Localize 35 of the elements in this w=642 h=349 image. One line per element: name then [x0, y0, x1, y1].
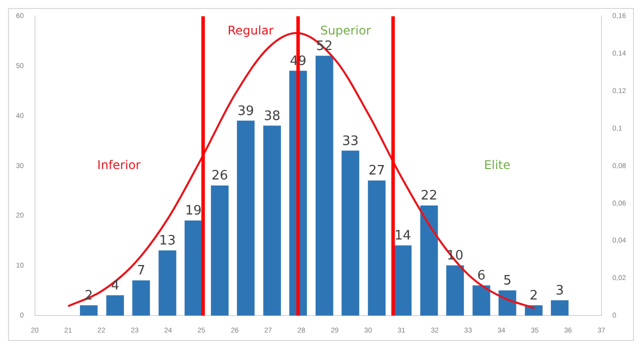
data-label: 6: [477, 268, 486, 284]
bar: [472, 285, 490, 316]
bar: [106, 295, 124, 316]
bar: [158, 250, 176, 316]
bar: [236, 120, 255, 316]
annotation: Inferior: [97, 158, 141, 172]
data-label: 38: [264, 108, 280, 124]
data-label: 39: [237, 104, 254, 119]
bar: [210, 186, 229, 316]
data-label: 2: [530, 288, 538, 304]
bar: [420, 205, 438, 316]
data-label: 13: [159, 234, 176, 249]
data-label: 7: [136, 264, 146, 279]
bar: [394, 245, 412, 316]
bar: [368, 180, 386, 316]
data-label: 4: [110, 278, 120, 294]
data-label: 5: [503, 274, 512, 289]
bar: [446, 265, 464, 316]
annotation: Regular: [228, 23, 274, 38]
bar: [550, 300, 569, 316]
bar: [132, 280, 150, 316]
data-label: 26: [211, 168, 228, 184]
bar: [316, 56, 334, 316]
data-label: 27: [368, 164, 386, 179]
annotation: Superior: [320, 23, 372, 38]
bar: [80, 305, 98, 316]
bar: [184, 220, 202, 316]
data-label: 3: [556, 284, 564, 299]
bar: [342, 150, 360, 316]
data-label: 22: [420, 188, 438, 204]
bar: [263, 126, 281, 316]
data-label: 33: [342, 134, 359, 149]
annotation: Elite: [484, 158, 510, 172]
data-label: 19: [185, 204, 202, 219]
data-label: 14: [394, 228, 412, 244]
